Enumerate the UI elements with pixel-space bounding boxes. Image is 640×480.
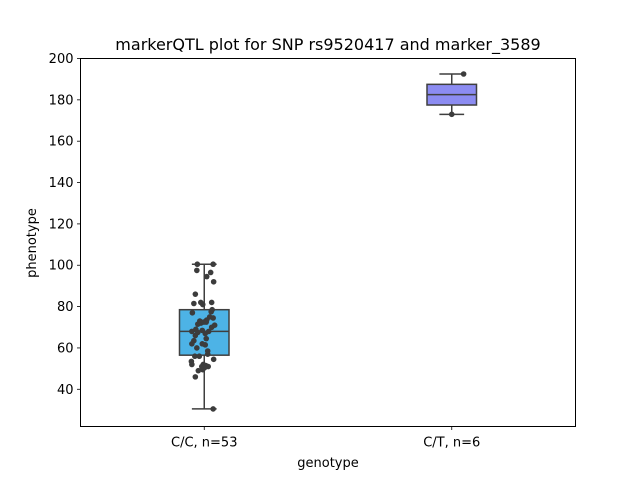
data-point [194, 267, 200, 274]
plot-frame [80, 58, 576, 427]
y-tick-label: 100 [49, 259, 74, 274]
data-point [195, 367, 202, 374]
data-point [195, 321, 201, 327]
data-point [205, 328, 212, 335]
y-tick-label: 120 [49, 217, 74, 232]
y-tick-label: 180 [49, 93, 74, 108]
data-point [194, 261, 201, 268]
data-point [210, 356, 217, 363]
chart-title: markerQTL plot for SNP rs9520417 and mar… [115, 35, 540, 55]
data-point [460, 71, 467, 77]
x-tick-label: C/C, n=53 [171, 436, 237, 451]
data-point [210, 278, 217, 285]
data-point [208, 308, 214, 315]
data-point [202, 342, 209, 348]
x-axis-label: genotype [297, 456, 358, 471]
x-tick-label: C/T, n=6 [423, 436, 480, 451]
box-group [178, 261, 230, 412]
data-point [203, 335, 210, 342]
data-point [210, 315, 216, 321]
data-point [207, 269, 214, 276]
plot-area: 40 60 80 100 120 140 160 180 200 C/C, n=53 C/T, n=… [49, 52, 481, 451]
data-point [191, 300, 197, 307]
y-tick-label: 200 [49, 52, 74, 67]
data-point [189, 309, 196, 316]
y-tick-label: 140 [49, 176, 74, 191]
data-point [203, 273, 210, 280]
data-point [192, 291, 199, 297]
data-point [199, 301, 206, 308]
data-point [189, 341, 195, 347]
data-point [208, 324, 215, 331]
data-point [192, 374, 199, 380]
data-point [204, 351, 211, 357]
y-tick-label: 160 [49, 135, 74, 150]
data-point [448, 111, 455, 118]
data-point [189, 361, 195, 368]
y-tick-label: 60 [57, 341, 74, 356]
data-point [192, 332, 199, 339]
data-point [210, 406, 216, 412]
box-group [426, 71, 478, 118]
y-axis-label: phenotype [25, 208, 40, 278]
y-tick-label: 80 [57, 300, 74, 315]
data-point [189, 328, 195, 335]
data-point [192, 353, 198, 360]
data-point [196, 353, 203, 360]
data-point [208, 299, 215, 306]
y-tick-label: 40 [57, 383, 74, 398]
data-point [210, 261, 216, 268]
data-point [200, 319, 207, 325]
data-point [199, 366, 206, 373]
data-point [194, 345, 200, 351]
